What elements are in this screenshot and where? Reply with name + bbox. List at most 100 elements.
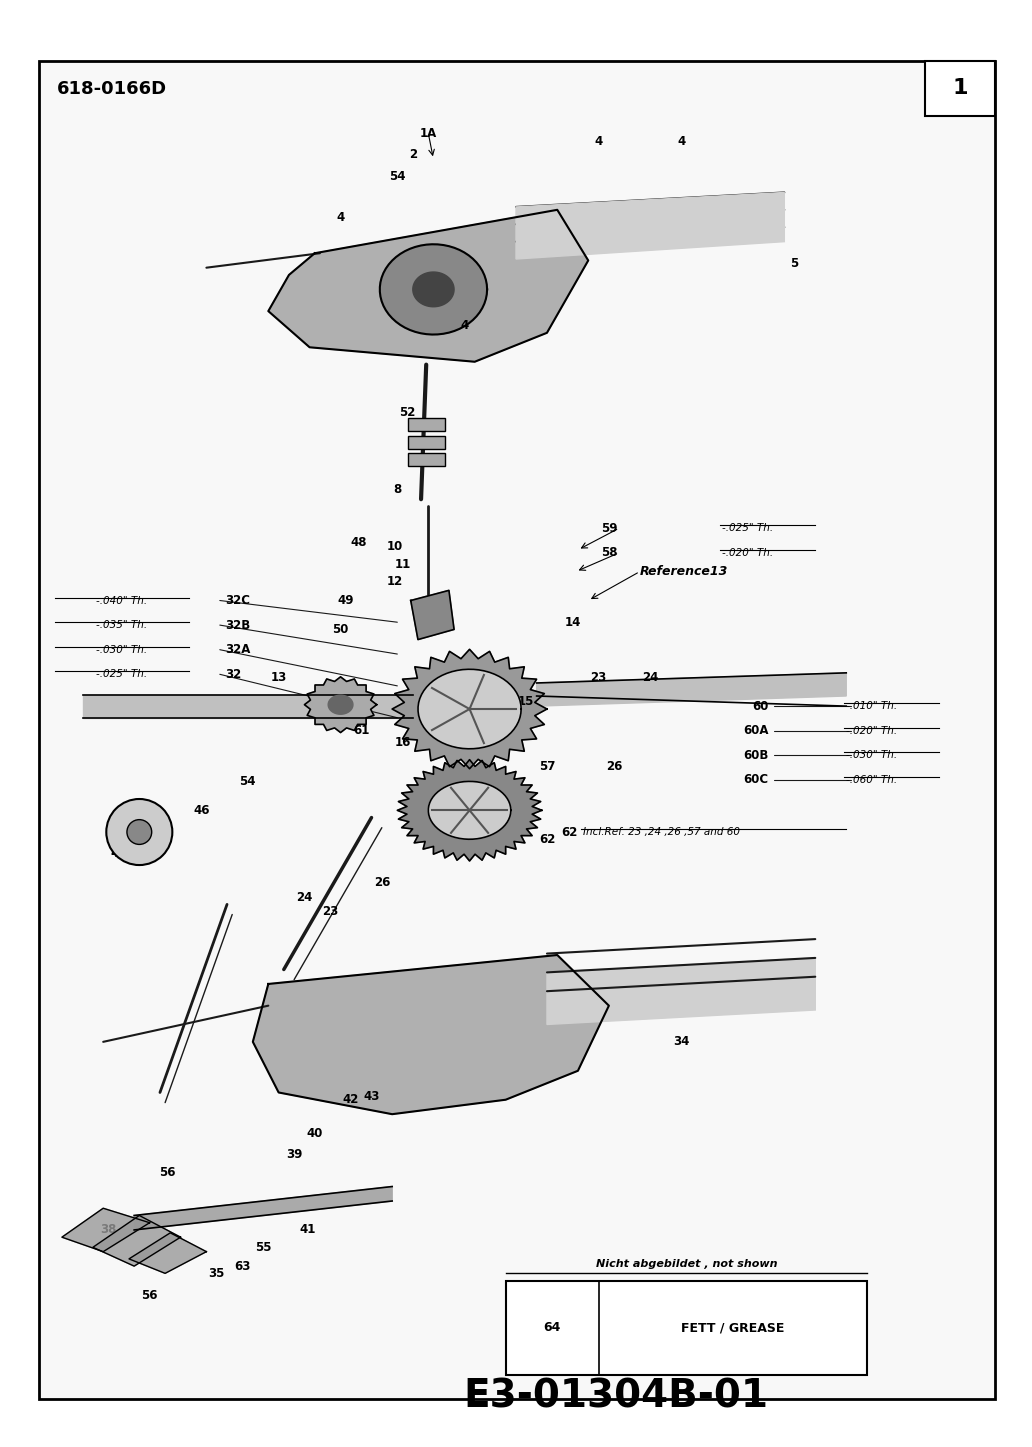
Text: -.035" Th.: -.035" Th.: [96, 621, 148, 629]
Text: 52: 52: [399, 407, 416, 418]
Text: 63: 63: [234, 1260, 251, 1272]
Text: Reference13: Reference13: [640, 566, 729, 577]
Text: 62: 62: [539, 833, 555, 845]
Bar: [408, 436, 445, 449]
Polygon shape: [129, 1233, 206, 1273]
Text: -.025" Th.: -.025" Th.: [722, 524, 774, 532]
Circle shape: [127, 819, 152, 845]
Text: 50: 50: [332, 624, 349, 635]
Text: 60A: 60A: [743, 725, 769, 737]
Text: 24: 24: [296, 891, 313, 903]
Text: -.040" Th.: -.040" Th.: [96, 596, 148, 605]
Text: 57: 57: [539, 761, 555, 773]
Text: 1: 1: [953, 78, 968, 98]
Polygon shape: [62, 1208, 150, 1252]
Text: 42: 42: [343, 1094, 359, 1106]
Text: 60: 60: [752, 700, 769, 712]
Text: 32C: 32C: [225, 595, 250, 606]
Text: 54: 54: [389, 171, 406, 182]
Polygon shape: [537, 673, 846, 706]
Text: 15: 15: [518, 696, 535, 708]
Text: 8: 8: [393, 483, 401, 495]
Text: 39: 39: [286, 1149, 302, 1160]
Text: 10: 10: [387, 541, 404, 553]
Text: 24: 24: [642, 671, 658, 683]
Bar: [408, 453, 445, 466]
Polygon shape: [392, 650, 547, 768]
Polygon shape: [134, 1187, 392, 1230]
Text: 41: 41: [299, 1224, 316, 1236]
Polygon shape: [380, 245, 487, 334]
Text: 4: 4: [336, 211, 345, 223]
Polygon shape: [253, 955, 609, 1114]
Text: -.025" Th.: -.025" Th.: [96, 670, 148, 679]
Text: 40: 40: [307, 1127, 323, 1139]
Polygon shape: [304, 677, 377, 732]
Text: 32B: 32B: [225, 619, 250, 631]
Polygon shape: [268, 210, 588, 362]
Text: 46: 46: [193, 805, 209, 816]
Text: 23: 23: [322, 906, 338, 917]
Bar: [506, 1281, 867, 1375]
Text: 56: 56: [141, 1289, 158, 1301]
Polygon shape: [418, 670, 521, 748]
Polygon shape: [547, 958, 815, 1024]
Text: 43: 43: [363, 1091, 380, 1103]
Text: 26: 26: [374, 877, 390, 888]
Text: 45: 45: [110, 848, 127, 860]
Text: 55: 55: [255, 1242, 271, 1253]
Circle shape: [106, 799, 172, 865]
Text: 56: 56: [159, 1166, 175, 1178]
Text: 54: 54: [239, 776, 256, 787]
Text: 59: 59: [601, 522, 617, 534]
Text: 12: 12: [387, 576, 404, 587]
Text: 61: 61: [353, 725, 369, 737]
Text: 58: 58: [601, 547, 617, 559]
Text: 64: 64: [544, 1321, 560, 1334]
Text: 48: 48: [351, 537, 367, 548]
Text: Nicht abgebildet , not shown: Nicht abgebildet , not shown: [595, 1259, 777, 1269]
Text: 13: 13: [270, 671, 287, 683]
Text: 26: 26: [606, 761, 622, 773]
Text: 17: 17: [451, 706, 467, 718]
Polygon shape: [411, 590, 454, 640]
Polygon shape: [328, 695, 353, 715]
Text: 32: 32: [225, 669, 241, 680]
Polygon shape: [428, 781, 511, 839]
Text: 11: 11: [394, 559, 411, 570]
Text: FETT / GREASE: FETT / GREASE: [681, 1321, 784, 1334]
Bar: [925, 61, 995, 116]
Text: -.030" Th.: -.030" Th.: [96, 645, 148, 654]
Text: 4: 4: [594, 136, 603, 148]
Text: 34: 34: [673, 1036, 689, 1048]
Text: 4: 4: [460, 320, 469, 331]
Polygon shape: [397, 760, 542, 861]
Polygon shape: [516, 192, 784, 259]
Text: 62: 62: [561, 826, 578, 838]
Text: 60B: 60B: [743, 750, 769, 761]
Text: 14: 14: [565, 616, 581, 628]
Text: -.030" Th.: -.030" Th.: [846, 751, 898, 760]
Polygon shape: [413, 272, 454, 307]
Polygon shape: [83, 695, 413, 718]
Text: -.060" Th.: -.060" Th.: [846, 776, 898, 784]
Text: -.010" Th.: -.010" Th.: [846, 702, 898, 710]
Text: 60C: 60C: [744, 774, 769, 786]
Text: 1A: 1A: [420, 127, 437, 139]
Bar: [408, 418, 445, 431]
Text: 2: 2: [409, 149, 417, 161]
Text: -.020" Th.: -.020" Th.: [722, 548, 774, 557]
Text: 618-0166D: 618-0166D: [57, 80, 167, 98]
Text: 35: 35: [208, 1268, 225, 1279]
Text: 23: 23: [590, 671, 607, 683]
Text: Incl.Ref. 23 ,24 ,26 ,57 and 60: Incl.Ref. 23 ,24 ,26 ,57 and 60: [583, 828, 740, 836]
Text: E3-01304B-01: E3-01304B-01: [463, 1378, 769, 1417]
Text: -.020" Th.: -.020" Th.: [846, 726, 898, 735]
Text: 16: 16: [394, 737, 411, 748]
Text: 38: 38: [100, 1224, 117, 1236]
Text: 49: 49: [337, 595, 354, 606]
Polygon shape: [93, 1215, 181, 1266]
Text: 5: 5: [791, 258, 799, 269]
Text: 32A: 32A: [225, 644, 251, 655]
Text: 4: 4: [677, 136, 685, 148]
